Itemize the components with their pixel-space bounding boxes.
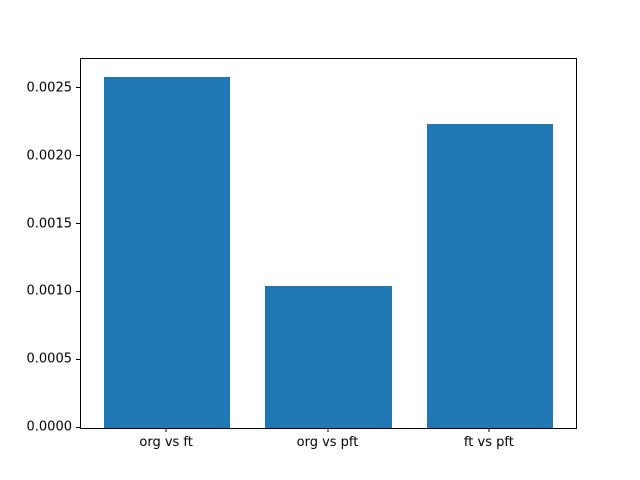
y-tick-mark xyxy=(76,223,80,224)
y-tick-mark xyxy=(76,87,80,89)
bar-org-vs-ft xyxy=(103,76,231,428)
y-tick-label: 0.0015 xyxy=(26,216,73,231)
plot-area xyxy=(80,58,577,429)
y-tick-label: 0.0005 xyxy=(26,351,73,367)
y-tick-label: 0.0025 xyxy=(26,80,73,96)
y-tick-label: 0.0020 xyxy=(26,148,73,164)
y-axis-tick-labels: 0.0000 0.0005 0.0010 0.0015 0.0020 0.0025 xyxy=(0,58,73,434)
x-tick-mark xyxy=(488,428,490,432)
y-tick-mark xyxy=(76,155,80,157)
x-tick-mark xyxy=(327,428,328,432)
y-tick-mark xyxy=(76,290,80,292)
y-axis-tick-marks xyxy=(76,58,80,428)
x-tick-label: org vs pft xyxy=(296,435,359,450)
y-tick-mark xyxy=(76,358,80,360)
x-axis: org vs ft org vs pft ft vs pft xyxy=(80,428,575,458)
y-tick-label: 0.0010 xyxy=(26,283,73,299)
bar-org-vs-pft xyxy=(265,285,392,428)
x-tick-label: ft vs pft xyxy=(463,435,514,450)
bar-ft-vs-pft xyxy=(426,124,554,428)
x-tick-mark xyxy=(165,428,167,432)
y-tick-label: 0.0000 xyxy=(26,419,73,435)
y-tick-mark xyxy=(76,426,80,428)
x-tick-label: org vs ft xyxy=(139,435,193,450)
